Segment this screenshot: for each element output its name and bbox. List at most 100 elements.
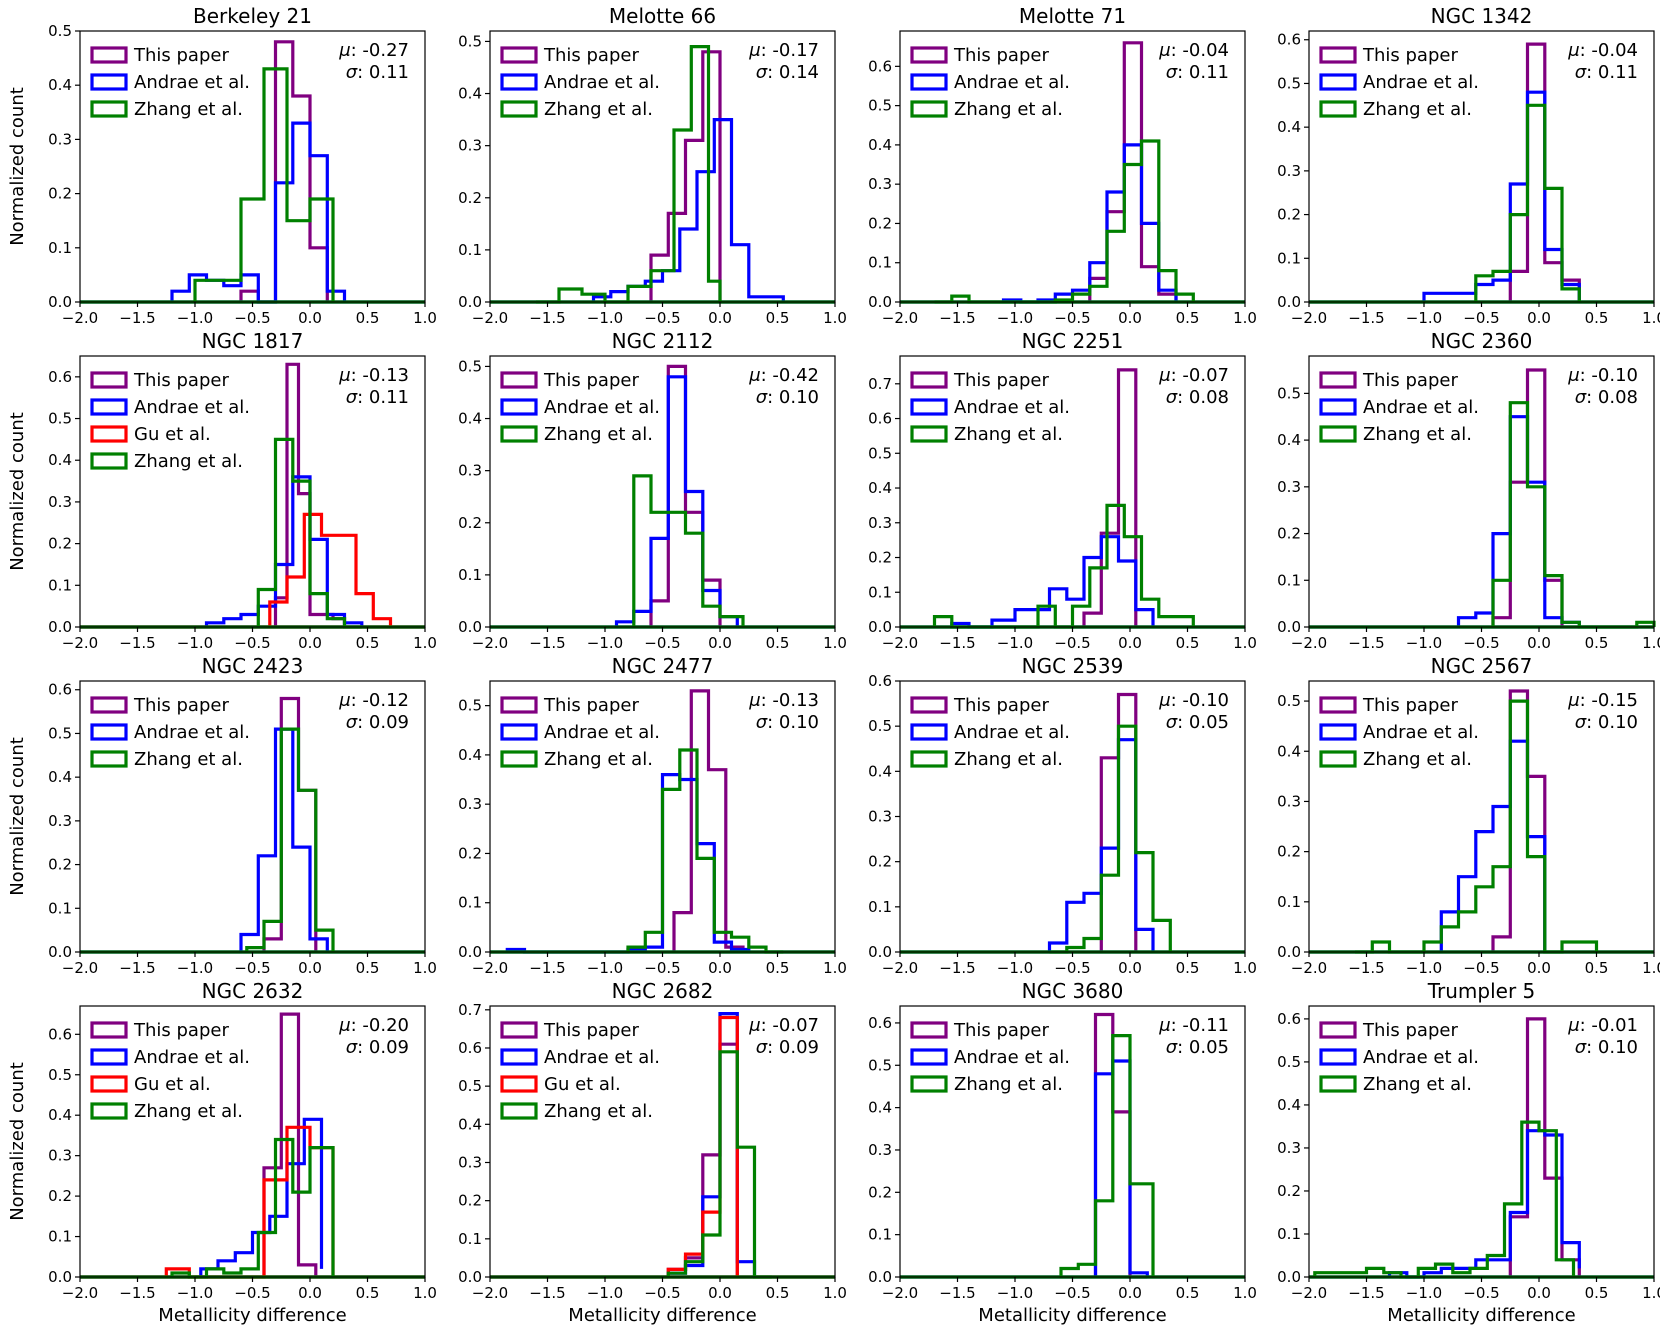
legend-swatch bbox=[90, 1021, 128, 1039]
legend-label: Zhang et al. bbox=[134, 99, 243, 120]
stat-sigma: σ: 0.11 bbox=[1575, 62, 1638, 83]
y-tick-label: 0.2 bbox=[868, 1183, 892, 1201]
x-tick-label: 0.5 bbox=[1176, 309, 1200, 327]
legend-label: This paper bbox=[133, 695, 229, 716]
x-tick-label: −2.0 bbox=[882, 1284, 918, 1302]
x-tick-label: 0.0 bbox=[1118, 309, 1142, 327]
x-tick-label: 0.0 bbox=[708, 959, 732, 977]
histogram-series bbox=[1093, 1059, 1149, 1277]
y-tick-label: 0.4 bbox=[458, 1115, 482, 1133]
y-tick-label: 0.2 bbox=[458, 1192, 482, 1210]
x-tick-label: −1.0 bbox=[1406, 1284, 1442, 1302]
legend-label: Zhang et al. bbox=[1363, 1074, 1472, 1095]
legend-swatch bbox=[1319, 100, 1357, 118]
x-tick-label: 0.5 bbox=[356, 959, 380, 977]
x-tick-label: 0.0 bbox=[298, 1284, 322, 1302]
x-tick-label: −0.5 bbox=[1463, 309, 1499, 327]
histogram-series bbox=[204, 475, 364, 627]
panel-title: NGC 2567 bbox=[1431, 654, 1533, 678]
histogram-series bbox=[666, 1050, 772, 1279]
x-tick-label: −2.0 bbox=[882, 309, 918, 327]
x-tick-label: −1.0 bbox=[1406, 309, 1442, 327]
y-tick-label: 0.2 bbox=[868, 853, 892, 871]
x-tick-label: −0.5 bbox=[1463, 634, 1499, 652]
y-tick-label: 0.0 bbox=[48, 293, 72, 311]
legend-label: Zhang et al. bbox=[954, 749, 1063, 770]
x-tick-label: −1.5 bbox=[529, 959, 565, 977]
stat-mu: μ: -0.04 bbox=[1567, 40, 1638, 61]
legend-label: Andrae et al. bbox=[544, 397, 660, 418]
histogram-series bbox=[591, 118, 785, 302]
stat-sigma: σ: 0.14 bbox=[756, 62, 819, 83]
legend-swatch bbox=[90, 696, 128, 714]
panel-title: NGC 2632 bbox=[202, 979, 304, 1003]
x-tick-label: 1.0 bbox=[823, 1284, 847, 1302]
y-tick-label: 0.7 bbox=[458, 1001, 482, 1019]
x-tick-label: −2.0 bbox=[1291, 634, 1327, 652]
x-tick-label: 0.0 bbox=[708, 309, 732, 327]
x-tick-label: −1.0 bbox=[997, 309, 1033, 327]
y-tick-label: 0.1 bbox=[458, 1230, 482, 1248]
panel: NGC 2251 −2.0 −1.5 −1.0 −0.5 0.0 0.5 1.0 0.0 0.1 0… bbox=[868, 329, 1257, 652]
x-tick-label: 1.0 bbox=[413, 309, 437, 327]
y-tick-label: 0.4 bbox=[868, 762, 892, 780]
y-tick-label: 0.0 bbox=[48, 618, 72, 636]
legend-swatch bbox=[500, 1021, 538, 1039]
y-tick-label: 0.4 bbox=[48, 451, 72, 469]
y-tick-label: 0.2 bbox=[868, 214, 892, 232]
x-tick-label: 1.0 bbox=[1233, 959, 1257, 977]
x-tick-label: 0.0 bbox=[708, 1284, 732, 1302]
panel-title: NGC 2251 bbox=[1022, 329, 1124, 353]
y-tick-label: 0.3 bbox=[48, 493, 72, 511]
histogram-series bbox=[193, 67, 335, 302]
histogram-series bbox=[268, 512, 393, 627]
legend-swatch bbox=[910, 100, 948, 118]
legend-label: This paper bbox=[1362, 695, 1458, 716]
y-tick-label: 0.3 bbox=[458, 462, 482, 480]
legend-label: This paper bbox=[953, 1020, 1049, 1041]
histogram-series bbox=[170, 121, 347, 304]
x-tick-label: −1.5 bbox=[529, 1284, 565, 1302]
legend-swatch bbox=[90, 1102, 128, 1120]
y-tick-label: 0.4 bbox=[868, 136, 892, 154]
legend-swatch bbox=[910, 398, 948, 416]
stat-mu: μ: -0.12 bbox=[338, 690, 409, 711]
x-tick-label: −1.5 bbox=[939, 634, 975, 652]
legend-swatch bbox=[90, 1075, 128, 1093]
x-tick-label: −2.0 bbox=[472, 309, 508, 327]
y-tick-label: 0.2 bbox=[458, 514, 482, 532]
y-tick-label: 0.0 bbox=[868, 618, 892, 636]
x-tick-label: −1.0 bbox=[997, 634, 1033, 652]
x-tick-label: −2.0 bbox=[882, 634, 918, 652]
y-tick-label: 0.2 bbox=[458, 189, 482, 207]
stat-sigma: σ: 0.10 bbox=[756, 387, 819, 408]
x-tick-label: 1.0 bbox=[1233, 634, 1257, 652]
y-axis-label: Normalized count bbox=[7, 87, 28, 246]
legend-swatch bbox=[910, 1048, 948, 1066]
y-tick-label: 0.2 bbox=[48, 1187, 72, 1205]
legend-label: This paper bbox=[1362, 370, 1458, 391]
x-tick-label: −2.0 bbox=[1291, 309, 1327, 327]
x-tick-label: 0.5 bbox=[1176, 959, 1200, 977]
y-tick-label: 0.5 bbox=[48, 22, 72, 40]
panel-title: Melotte 66 bbox=[609, 4, 716, 28]
x-tick-label: −1.5 bbox=[939, 309, 975, 327]
panel-title: NGC 2423 bbox=[202, 654, 304, 678]
legend-swatch bbox=[1319, 1048, 1357, 1066]
legend-swatch bbox=[90, 425, 128, 443]
x-tick-label: 1.0 bbox=[823, 959, 847, 977]
histogram-series bbox=[536, 45, 722, 304]
histogram-series bbox=[1082, 368, 1138, 627]
legend-swatch bbox=[90, 398, 128, 416]
x-tick-label: 0.5 bbox=[356, 1284, 380, 1302]
x-tick-label: 1.0 bbox=[413, 634, 437, 652]
legend-swatch bbox=[500, 46, 538, 64]
legend-label: This paper bbox=[543, 370, 639, 391]
legend-label: Andrae et al. bbox=[1363, 72, 1479, 93]
y-axis-label: Normalized count bbox=[7, 1062, 28, 1221]
y-tick-label: 0.4 bbox=[458, 746, 482, 764]
histogram-series bbox=[649, 50, 722, 302]
legend-label: Zhang et al. bbox=[544, 424, 653, 445]
panel: Melotte 66 −2.0 −1.5 −1.0 −0.5 0.0 0.5 1.0 0.0 0.… bbox=[458, 4, 847, 327]
legend-label: This paper bbox=[543, 45, 639, 66]
